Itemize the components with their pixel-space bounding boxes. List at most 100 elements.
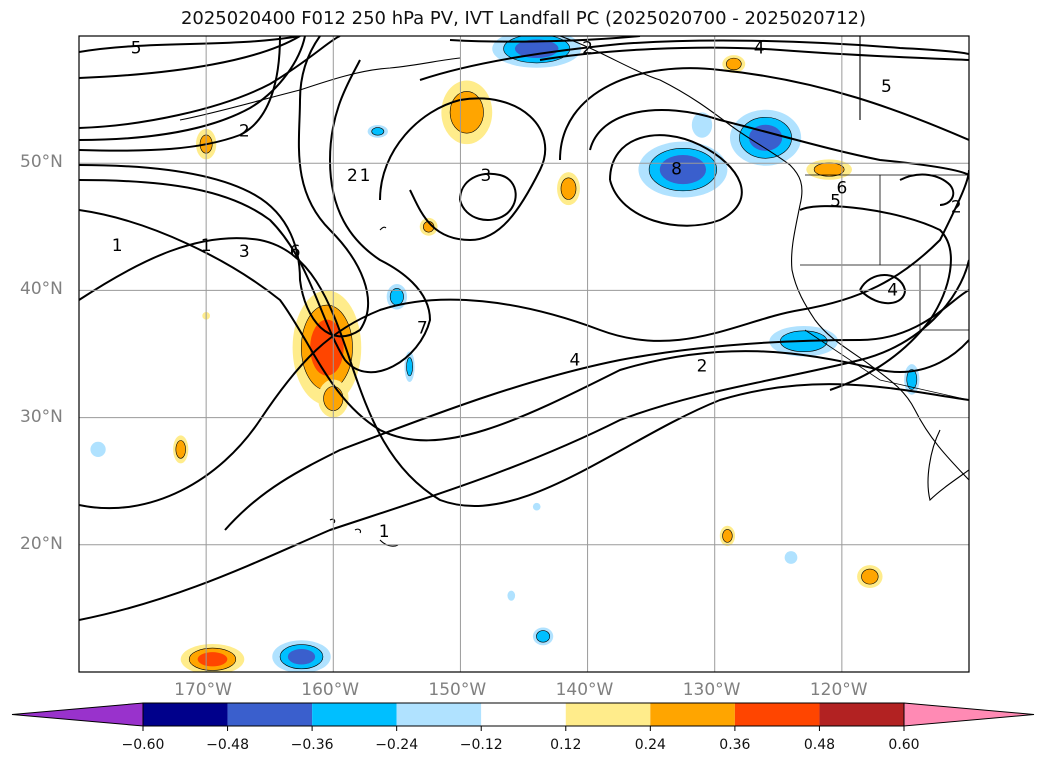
colorbar-label: 0.60 [888, 737, 920, 753]
coastline [927, 429, 969, 502]
pc-anomaly-patch [197, 652, 228, 667]
colorbar-label: 0.48 [803, 737, 836, 753]
contour-label: 1 [379, 522, 390, 542]
pc-anomaly-patch [722, 529, 733, 543]
colorbar-label: 0.24 [634, 737, 666, 753]
latitude-label: 50°N [20, 152, 63, 173]
pv-contour-line [79, 59, 432, 374]
plot-frame [78, 35, 970, 673]
pv-contour-line [79, 169, 969, 510]
pv-contour-line [419, 39, 969, 81]
pc-anomaly-patch [287, 649, 316, 665]
pv-contour-line [79, 36, 301, 53]
coastline-layer [179, 36, 969, 547]
pv-contour-line [79, 36, 341, 129]
pv-contour-line [79, 259, 969, 621]
contour-label: 7 [417, 319, 428, 339]
colorbar-bin [565, 703, 651, 726]
pv-contour-line [79, 36, 301, 79]
coastline [329, 518, 399, 547]
colorbar-bin [481, 703, 566, 726]
longitude-label: 130°W [682, 680, 741, 700]
pv-contour-line [589, 109, 969, 176]
contour-label: 1 [201, 236, 212, 256]
contour-label: 1 [112, 236, 123, 256]
pv-contour-line [459, 172, 517, 221]
pv-contour-line [799, 205, 952, 391]
pv-contour-line [559, 67, 969, 161]
pc-anomaly-patch [813, 162, 845, 177]
contour-label: 2 [582, 39, 593, 59]
contour-label: 2 [347, 166, 358, 186]
contour-label: 3 [239, 242, 250, 262]
contour-label: 3 [480, 166, 491, 186]
pc-anomaly-patch [507, 590, 516, 601]
political-border [919, 265, 969, 331]
colorbar-label: −0.36 [290, 737, 334, 753]
pc-anomaly-patch [659, 155, 707, 185]
contour-label: 2 [951, 198, 962, 218]
colorbar-label: −0.60 [121, 737, 165, 753]
pv-contour-line [539, 46, 969, 61]
colorbar-bin [227, 703, 313, 726]
contour-label: 1 [360, 166, 371, 186]
pc-anomaly-patch [725, 57, 742, 71]
pc-anomaly-patch [406, 357, 413, 377]
graticule [79, 36, 969, 672]
colorbar-bin [819, 703, 904, 726]
pc-anomaly-patch [536, 630, 551, 643]
map-title: 2025020400 F012 250 hPa PV, IVT Landfall… [180, 8, 867, 29]
colorbar-under-extension [11, 702, 144, 727]
pc-anomaly-patch [748, 124, 783, 151]
pc-anomaly-patch [560, 177, 577, 200]
pc-anomaly-patch [691, 112, 713, 138]
pv-contour-line [79, 36, 281, 152]
contour-label: 5 [131, 39, 142, 59]
pc-anomaly-patch [906, 369, 918, 390]
pc-anomaly-patch [532, 502, 541, 511]
contour-label: 6 [836, 179, 847, 199]
pv-contour-line [609, 134, 743, 227]
coastline [179, 57, 461, 121]
longitude-label: 170°W [174, 680, 232, 700]
pc-anomaly-patch [371, 127, 385, 136]
longitude-label: 150°W [428, 680, 487, 700]
colorbar-label: 0.12 [550, 737, 582, 753]
colorbar-frame [142, 702, 905, 727]
latitude-label: 20°N [20, 533, 63, 554]
coastline [379, 226, 387, 231]
contour-label: 4 [754, 39, 765, 59]
pv-contour-line [224, 289, 969, 531]
contour-label: 5 [830, 191, 841, 211]
contour-label: 5 [881, 77, 892, 97]
pc-anomaly-patch [861, 568, 879, 585]
contour-label: 4 [887, 280, 898, 300]
pv-contour-line [79, 36, 369, 338]
colorbar-bin [396, 703, 482, 726]
contour-label: 8 [671, 160, 682, 180]
coastline [559, 36, 803, 206]
pc-anomaly-patch [389, 288, 404, 306]
latitude-label: 40°N [20, 279, 63, 300]
pc-anomaly-patch [449, 91, 484, 134]
longitude-label: 160°W [301, 680, 360, 700]
pv-contour-layer [79, 36, 969, 621]
colorbar-over-extension [903, 702, 1035, 727]
pv-contour-line [79, 209, 969, 442]
colorbar-bin [650, 703, 735, 726]
political-border [804, 329, 969, 401]
longitude-label: 140°W [555, 680, 614, 700]
pv-contour-line [449, 36, 641, 43]
contour-label: 6 [290, 242, 301, 262]
contour-label: 2 [239, 121, 250, 141]
colorbar-bin [734, 703, 820, 726]
colorbar-bin [312, 703, 397, 726]
pv-contour-line [379, 97, 547, 242]
colorbar-label: −0.48 [206, 737, 249, 753]
contour-label: 2 [697, 357, 708, 377]
colorbar [11, 702, 1035, 731]
colorbar-label: −0.12 [459, 737, 503, 753]
latitude-label: 30°N [20, 406, 63, 427]
longitude-label: 120°W [809, 680, 868, 700]
